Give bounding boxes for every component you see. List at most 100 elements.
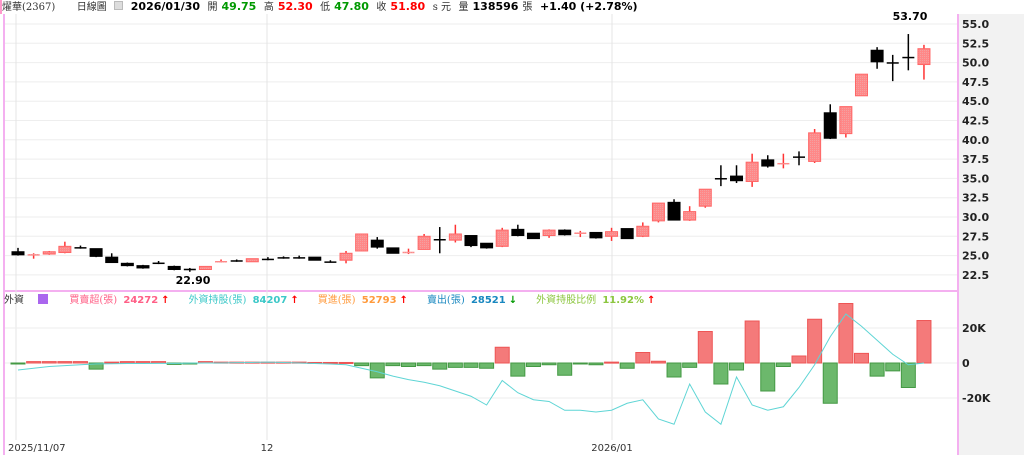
net-buy-bar [635, 352, 651, 364]
candle-body [808, 132, 822, 162]
indicator-item: 賣出(張) 28521 ↓ [427, 295, 520, 306]
y-tick-label: 37.5 [962, 153, 989, 166]
net-buy-bar [354, 362, 370, 367]
net-buy-bar [744, 320, 760, 364]
arrow-up-icon: ↑ [399, 295, 408, 306]
net-buy-bar [385, 362, 401, 367]
indicator-value: 11.92% [602, 295, 644, 306]
indicator-item: 買賣超(張) 24272 ↑ [69, 295, 172, 306]
net-buy-bar [604, 361, 620, 364]
candle-body [136, 265, 150, 269]
candle-body [120, 262, 134, 267]
high-label: 高 [263, 2, 274, 13]
y-tick-label: 27.5 [962, 230, 989, 243]
net-buy-bar [900, 362, 916, 388]
net-buy-bar [494, 346, 510, 364]
net-buy-bar [853, 352, 869, 364]
candle-body [526, 232, 540, 240]
close-label: 收 [376, 2, 387, 13]
candle-body [198, 265, 212, 270]
max-price-label: 53.70 [893, 10, 928, 23]
candle-body [839, 106, 853, 135]
candle-body [370, 239, 384, 248]
candle-body [761, 159, 775, 167]
candle-body [339, 252, 353, 261]
candle-body [355, 233, 369, 252]
candle-body [152, 262, 165, 265]
open-label: 開 [207, 2, 218, 13]
candle-body [308, 256, 322, 261]
y-tick-label: 52.5 [962, 37, 989, 50]
volume-unit: 張 [522, 2, 533, 13]
net-buy-bar [57, 361, 73, 364]
candle-body [480, 242, 494, 249]
volume-label: 量 [458, 2, 469, 13]
candle-body [433, 239, 446, 241]
high-value: 52.30 [277, 0, 313, 13]
y-tick-label: 45.0 [962, 95, 989, 108]
net-buy-bar [619, 362, 635, 369]
indicator-label: 買進(張) [317, 295, 356, 306]
candle-body [636, 225, 650, 237]
candle-body [245, 258, 259, 263]
net-buy-bar [10, 362, 26, 365]
candle-body [402, 251, 415, 254]
arrow-down-icon: ↓ [508, 295, 518, 306]
open-value: 49.75 [221, 0, 257, 13]
net-buy-bar [41, 361, 57, 364]
candle-body [230, 260, 243, 262]
date: 2026/01/30 [130, 0, 201, 13]
indicator-label: 外資持股(張) [188, 295, 247, 306]
indicator-value: 52793 [361, 295, 397, 306]
indicator-title: 外資 [4, 295, 24, 306]
candle-body [215, 261, 228, 263]
net-buy-bar [26, 361, 42, 364]
candle-body [58, 245, 72, 254]
candle-body [293, 257, 306, 259]
calendar-icon[interactable] [114, 1, 124, 10]
indicator-value: 28521 [470, 295, 506, 306]
net-buy-bar [713, 362, 729, 385]
net-buy-bar [88, 362, 104, 370]
net-buy-bar [463, 362, 479, 368]
candle-body [183, 268, 196, 271]
candle-body [42, 251, 56, 255]
low-label: 低 [320, 2, 331, 13]
holdings-line [17, 313, 925, 426]
candle-body [495, 229, 509, 247]
net-buy-bar [401, 362, 416, 367]
net-buy-bar [510, 362, 526, 377]
candle-body [417, 235, 431, 250]
net-buy-bar [151, 361, 167, 364]
candle-body [74, 247, 87, 249]
net-buy-bar [104, 361, 120, 364]
net-buy-bar [838, 303, 854, 364]
net-buy-bar [135, 361, 151, 364]
list-icon[interactable] [38, 294, 49, 304]
indicator-label: 外資持股比例 [536, 295, 597, 306]
net-buy-bar [432, 362, 448, 370]
indicator-item: 外資持股比例 11.92% ↑ [536, 295, 658, 306]
candle-body [917, 48, 931, 66]
net-buy-bar [869, 362, 885, 377]
low-value: 47.80 [334, 0, 369, 13]
net-buy-bar [447, 362, 463, 368]
period-select[interactable]: 日線圖 [76, 2, 107, 13]
candle-body [558, 229, 572, 236]
candle-body [464, 235, 478, 247]
y-tick-label: 35.0 [962, 172, 989, 185]
net-buy-bar [682, 362, 698, 368]
net-buy-bar [479, 362, 495, 369]
net-buy-bar [525, 362, 541, 367]
candle-body [105, 256, 119, 264]
indicator-item: 買進(張) 52793 ↑ [318, 295, 411, 306]
y-tick-label: 22.5 [962, 269, 989, 282]
net-buy-bar [760, 362, 776, 392]
net-buy-bar [572, 362, 588, 365]
candle-body [589, 231, 603, 239]
candle-body [870, 49, 884, 63]
y-tick-label: 30.0 [962, 211, 989, 224]
candle-body [261, 258, 274, 261]
